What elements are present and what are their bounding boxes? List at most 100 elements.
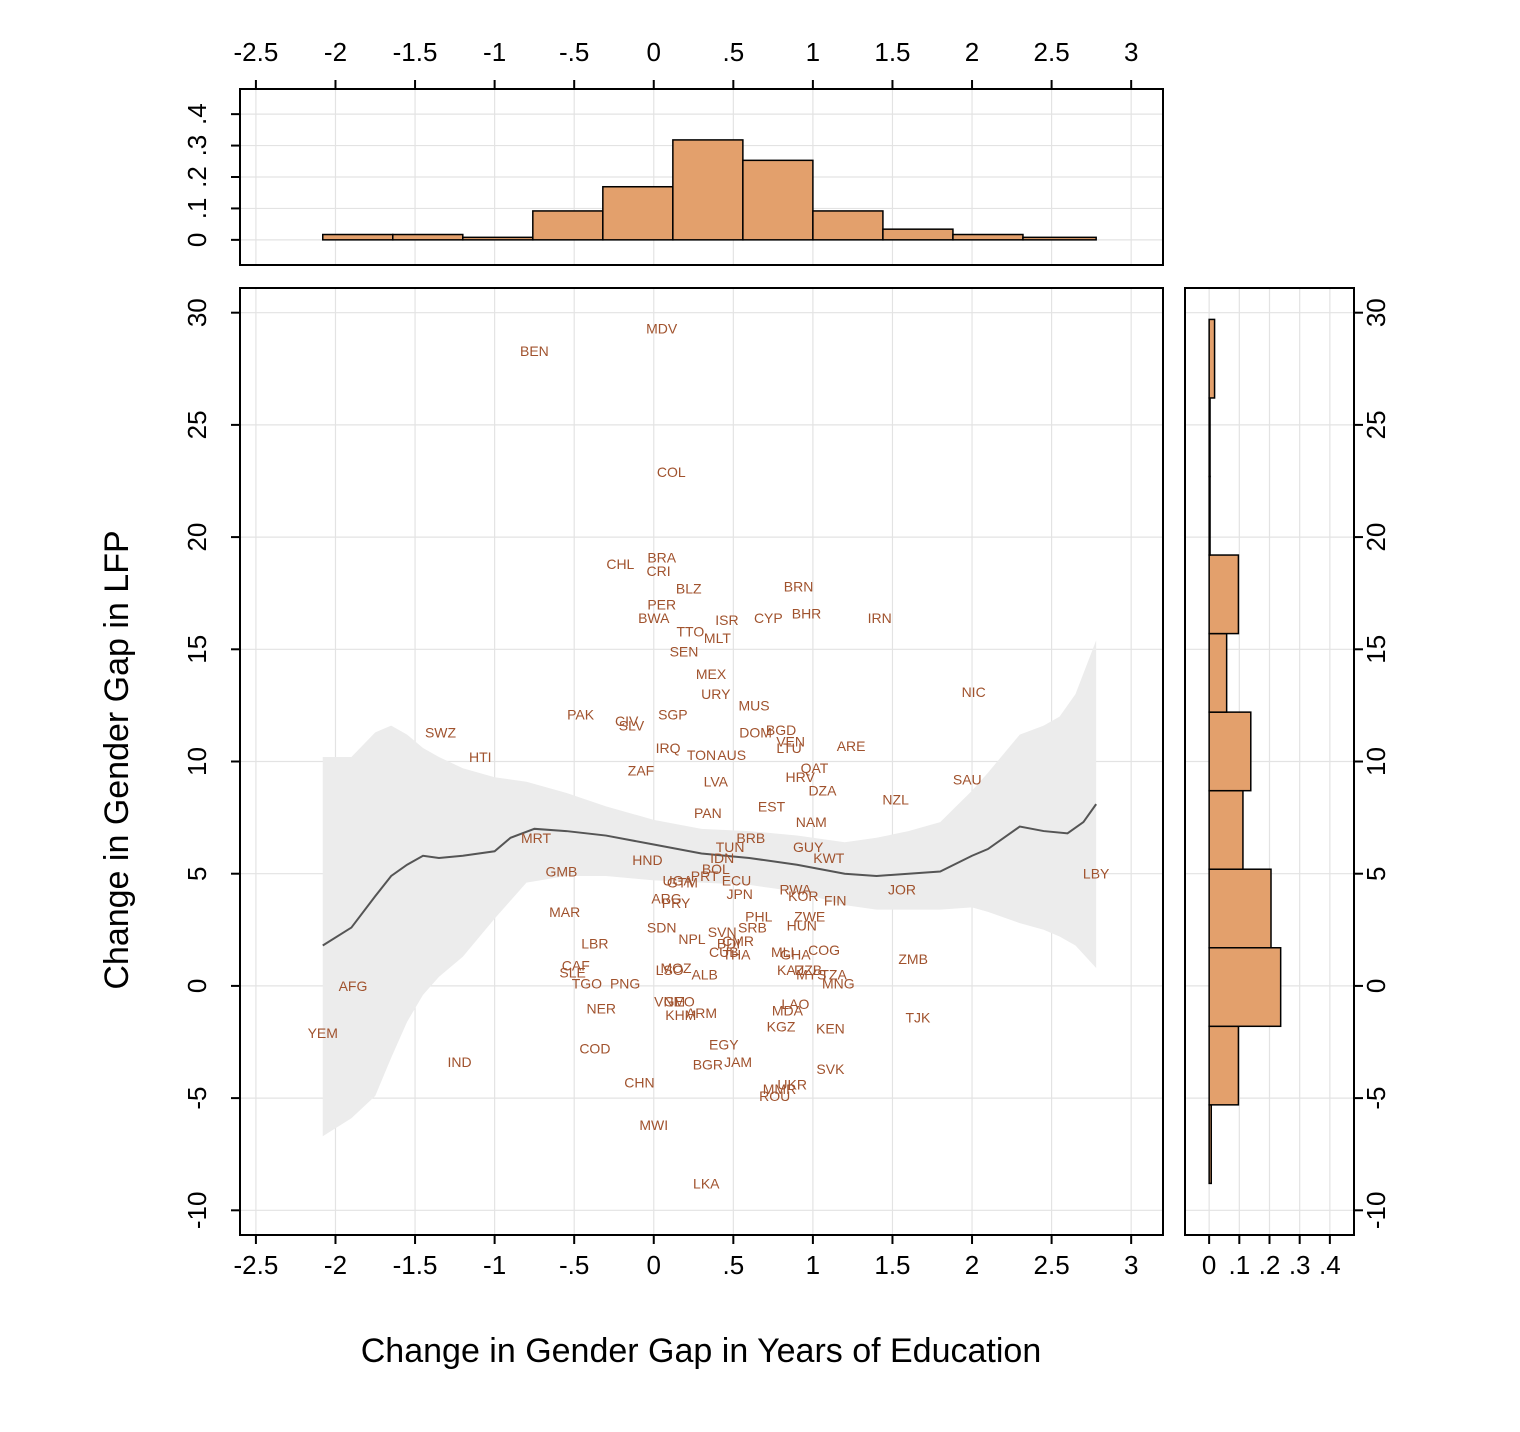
country-label-prt: PRT xyxy=(691,868,719,884)
country-label-sgp: SGP xyxy=(658,706,688,722)
country-label-ind: IND xyxy=(448,1054,472,1070)
country-label-sau: SAU xyxy=(953,771,982,787)
right-histogram-bar xyxy=(1208,632,1228,713)
country-label-irq: IRQ xyxy=(656,740,681,756)
top-x-tick-label: -1.5 xyxy=(393,37,438,67)
country-label-guy: GUY xyxy=(793,839,824,855)
country-label-mli: MLI xyxy=(771,944,794,960)
top-density-tick-label: .3 xyxy=(182,135,212,157)
country-label-pak: PAK xyxy=(567,706,595,722)
country-label-tza: TZA xyxy=(820,967,847,983)
country-label-brb: BRB xyxy=(736,830,765,846)
top-density-tick-label: .1 xyxy=(182,198,212,220)
confidence-band-layer xyxy=(322,640,1097,1137)
country-label-mng: MNG xyxy=(822,976,855,992)
country-label-lka: LKA xyxy=(693,1175,720,1191)
country-label-phl: PHL xyxy=(745,908,772,924)
top-histogram-bar xyxy=(462,236,534,241)
right-histogram-bar xyxy=(1208,868,1272,949)
top-histogram-bar xyxy=(532,210,604,241)
country-label-brn: BRN xyxy=(784,578,814,594)
y-tick-label: 20 xyxy=(182,523,212,552)
country-label-lao: LAO xyxy=(781,996,809,1012)
country-label-slv: SLV xyxy=(619,718,645,734)
country-label-lso: LSO xyxy=(656,962,684,978)
right-density-tick-label: .2 xyxy=(1259,1250,1281,1280)
country-label-gtm: GTM xyxy=(667,875,698,891)
country-label-arg: ARG xyxy=(651,890,681,906)
country-label-npl: NPL xyxy=(678,931,705,947)
x-tick-label: -1 xyxy=(483,1250,506,1280)
country-label-civ: CIV xyxy=(615,713,639,729)
right-histogram-bar xyxy=(1208,397,1211,478)
country-label-hti: HTI xyxy=(469,749,492,765)
country-label-afg: AFG xyxy=(339,978,368,994)
country-label-lbr: LBR xyxy=(581,935,608,951)
country-label-mys: MYS xyxy=(796,967,826,983)
x-tick-label: 2.5 xyxy=(1034,1250,1070,1280)
country-label-arm: ARM xyxy=(686,1005,717,1021)
country-label-kaz: KAZ xyxy=(777,962,805,978)
right-histogram-bar xyxy=(1208,1025,1240,1106)
right-histogram-bar xyxy=(1208,711,1252,792)
top-x-tick-label: -1 xyxy=(483,37,506,67)
country-label-khm: KHM xyxy=(665,1007,696,1023)
right-y-tick-label: -10 xyxy=(1361,1192,1391,1230)
country-label-mdv: MDV xyxy=(646,320,678,336)
top-histogram-axes: -2.5 -2 -1.5 -1 -.5 0 .5 1 1.5 2 2.5 3 0 .1 .2 .3 .4 xyxy=(182,37,1138,247)
country-label-sdn: SDN xyxy=(647,920,677,936)
y-tick-label: 25 xyxy=(182,410,212,439)
top-x-tick-label: 2.5 xyxy=(1034,37,1070,67)
main-plot-grid xyxy=(240,288,1163,1235)
top-x-tick-label: .5 xyxy=(722,37,744,67)
top-x-tick-label: -2.5 xyxy=(234,37,279,67)
country-label-rou: ROU xyxy=(759,1088,790,1104)
top-x-tick-label: 2 xyxy=(965,37,979,67)
y-tick-label: 0 xyxy=(182,979,212,993)
country-label-bwa: BWA xyxy=(638,610,670,626)
country-label-sle: SLE xyxy=(559,964,585,980)
right-y-tick-label: 15 xyxy=(1361,635,1391,664)
country-label-gha: GHA xyxy=(780,946,811,962)
y-tick-label: -5 xyxy=(182,1087,212,1110)
country-label-irn: IRN xyxy=(868,610,892,626)
country-label-zmb: ZMB xyxy=(898,951,928,967)
country-label-cmr: CMR xyxy=(722,933,754,949)
country-label-cog: COG xyxy=(808,942,840,958)
x-tick-label: 0 xyxy=(647,1250,661,1280)
country-label-per: PER xyxy=(647,596,676,612)
country-label-rwa: RWA xyxy=(779,881,812,897)
country-label-alb: ALB xyxy=(691,967,717,983)
country-label-cub: CUB xyxy=(709,944,739,960)
country-label-hun: HUN xyxy=(787,917,817,933)
top-histogram-bar xyxy=(392,233,464,241)
country-label-fin: FIN xyxy=(824,893,847,909)
top-histogram-bar xyxy=(602,185,674,241)
right-y-tick-label: 30 xyxy=(1361,298,1391,327)
country-label-cyp: CYP xyxy=(754,610,783,626)
right-histogram-axes: 0 .1 .2 .3 .4 -10 -5 0 5 10 15 20 25 30 xyxy=(1202,298,1391,1280)
country-label-uga: UGA xyxy=(662,872,693,888)
country-label-col: COL xyxy=(657,464,686,480)
country-label-tgo: TGO xyxy=(572,976,602,992)
country-label-bra: BRA xyxy=(647,549,676,565)
country-label-tto: TTO xyxy=(676,623,704,639)
country-label-est: EST xyxy=(758,798,786,814)
top-x-tick-label: -.5 xyxy=(559,37,589,67)
smooth-fit-line xyxy=(322,803,1097,947)
right-histogram-bar xyxy=(1208,1104,1213,1185)
country-label-moz: MOZ xyxy=(660,960,692,976)
right-y-tick-label: 25 xyxy=(1361,410,1391,439)
country-label-ner: NER xyxy=(586,1000,616,1016)
country-label-tha: THA xyxy=(723,946,752,962)
right-histogram-bar xyxy=(1208,475,1211,556)
country-label-ken: KEN xyxy=(816,1021,845,1037)
country-label-geo: GEO xyxy=(664,994,695,1010)
right-density-tick-label: .4 xyxy=(1319,1250,1341,1280)
country-label-ecu: ECU xyxy=(722,872,752,888)
country-label-cod: COD xyxy=(579,1041,610,1057)
country-label-nam: NAM xyxy=(796,814,827,830)
country-label-mda: MDA xyxy=(772,1003,804,1019)
